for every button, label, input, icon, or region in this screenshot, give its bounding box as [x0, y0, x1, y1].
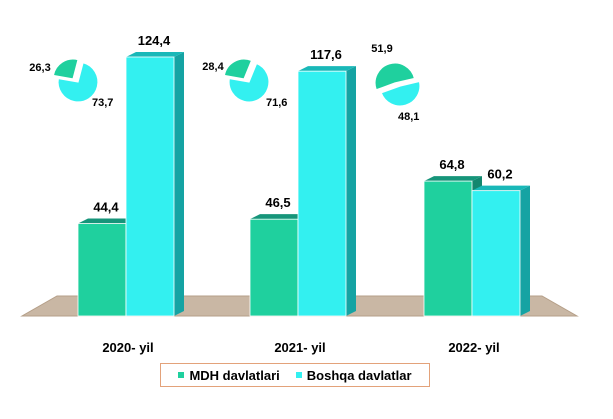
- pie-label-0-boshqa: 73,7: [92, 97, 113, 109]
- bar-side-boshqa-1: [346, 66, 356, 316]
- bar-top-boshqa-2: [472, 185, 530, 191]
- pie-label-1-mdh: 28,4: [202, 61, 224, 73]
- bar-top-boshqa-0: [126, 52, 184, 57]
- bar-mdh-0: [77, 223, 127, 317]
- bar-label-mdh-0: 44,4: [93, 200, 119, 215]
- pie-label-2-mdh: 51,9: [371, 43, 392, 55]
- bar-boshqa-0: [125, 56, 175, 317]
- bar-label-boshqa-0: 124,4: [138, 33, 171, 48]
- bar-boshqa-1: [297, 70, 347, 317]
- legend-label-boshqa: Boshqa davlatlar: [306, 367, 412, 383]
- legend-swatch-boshqa: [295, 372, 302, 378]
- bar-side-boshqa-0: [174, 52, 184, 316]
- legend-item-boshqa: Boshqa davlatlar: [295, 367, 412, 383]
- bar-mdh-1: [249, 218, 299, 317]
- bar-mdh-2: [423, 180, 473, 317]
- bar-boshqa-2: [471, 190, 521, 317]
- pie-slice-2-boshqa: [380, 80, 421, 107]
- bar-label-mdh-1: 46,5: [265, 195, 290, 210]
- bar-top-mdh-1: [250, 214, 308, 220]
- bar-label-boshqa-1: 117,6: [310, 47, 342, 62]
- x-tick-label-1: 2021- yil: [274, 340, 325, 355]
- pie-slice-1-mdh: [223, 58, 253, 80]
- pie-slice-2-mdh: [374, 62, 416, 91]
- pie-label-0-mdh: 26,3: [29, 62, 50, 74]
- pie-slice-1-boshqa: [228, 62, 270, 103]
- bar-label-boshqa-2: 60,2: [487, 167, 512, 182]
- legend-swatch-mdh: [178, 372, 185, 378]
- legend-item-mdh: MDH davlatlari: [178, 367, 280, 383]
- bar-side-boshqa-2: [520, 185, 530, 316]
- x-tick-label-0: 2020- yil: [102, 340, 153, 355]
- legend: MDH davlatlari Boshqa davlatlar: [160, 363, 430, 387]
- x-tick-label-2: 2022- yil: [448, 340, 499, 355]
- bar-top-mdh-0: [78, 218, 136, 224]
- bar-top-mdh-2: [424, 176, 482, 182]
- legend-label-mdh: MDH davlatlari: [189, 367, 280, 383]
- bar-label-mdh-2: 64,8: [439, 157, 464, 172]
- pie-label-1-boshqa: 71,6: [266, 97, 287, 109]
- pie-label-2-boshqa: 48,1: [398, 111, 419, 123]
- bar-top-boshqa-1: [298, 66, 356, 72]
- pie-slice-0-boshqa: [57, 61, 99, 103]
- pie-slice-0-mdh: [52, 58, 79, 80]
